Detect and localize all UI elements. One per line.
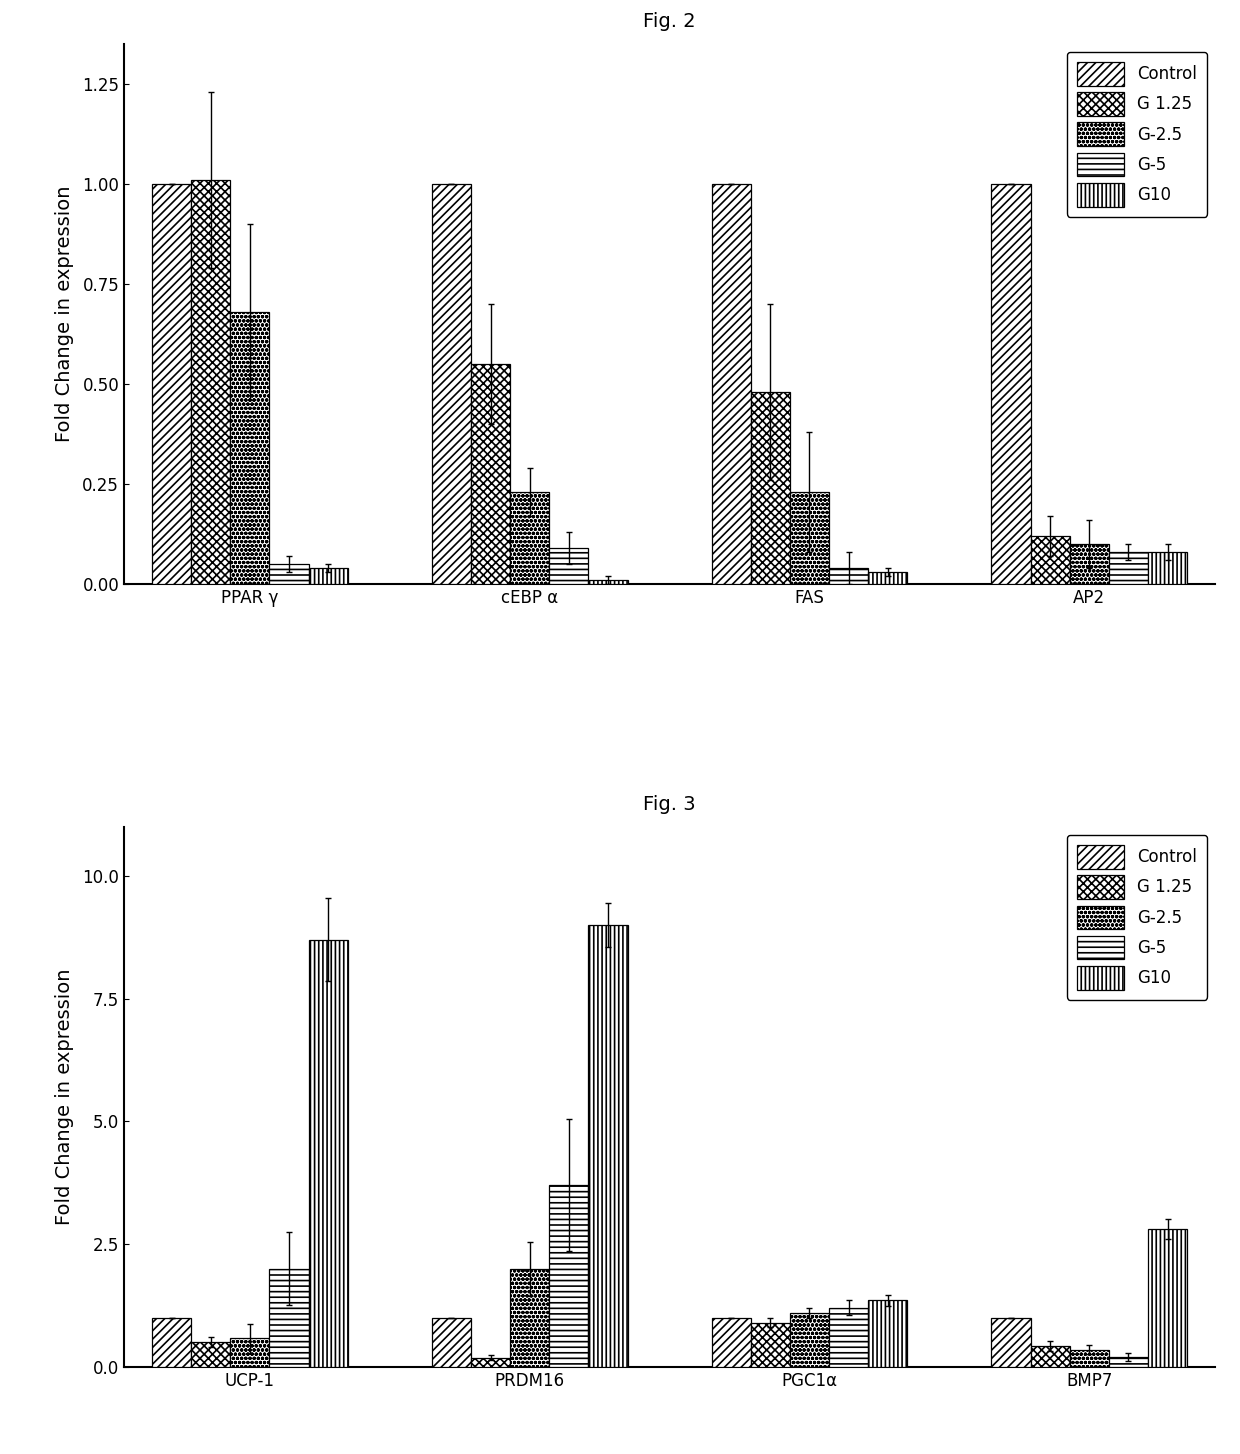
Y-axis label: Fold Change in expression: Fold Change in expression	[55, 968, 74, 1224]
Bar	[1070, 544, 1109, 583]
Bar	[1030, 1346, 1070, 1367]
Bar	[432, 1317, 471, 1367]
Bar	[549, 1185, 589, 1367]
Bar	[432, 183, 471, 583]
Bar	[1030, 535, 1070, 583]
Title: Fig. 2: Fig. 2	[644, 12, 696, 31]
Bar	[309, 939, 348, 1367]
Bar	[750, 391, 790, 583]
Bar	[1109, 551, 1148, 583]
Bar	[750, 1323, 790, 1367]
Bar	[790, 1313, 830, 1367]
Bar	[269, 564, 309, 583]
Bar	[471, 1358, 510, 1367]
Bar	[589, 580, 627, 583]
Y-axis label: Fold Change in expression: Fold Change in expression	[55, 186, 74, 442]
Bar	[510, 491, 549, 583]
Bar	[1109, 1357, 1148, 1367]
Title: Fig. 3: Fig. 3	[644, 795, 696, 814]
Bar	[231, 1338, 269, 1367]
Bar	[231, 311, 269, 583]
Legend: Control, G 1.25, G-2.5, G-5, G10: Control, G 1.25, G-2.5, G-5, G10	[1066, 835, 1207, 999]
Bar	[1148, 551, 1187, 583]
Bar	[712, 1317, 750, 1367]
Bar	[549, 548, 589, 583]
Bar	[830, 1307, 868, 1367]
Bar	[1070, 1349, 1109, 1367]
Bar	[269, 1268, 309, 1367]
Bar	[868, 571, 908, 583]
Legend: Control, G 1.25, G-2.5, G-5, G10: Control, G 1.25, G-2.5, G-5, G10	[1066, 52, 1207, 217]
Bar	[309, 567, 348, 583]
Bar	[790, 491, 830, 583]
Bar	[153, 183, 191, 583]
Bar	[868, 1300, 908, 1367]
Bar	[712, 183, 750, 583]
Bar	[471, 364, 510, 583]
Bar	[1148, 1229, 1187, 1367]
Bar	[589, 925, 627, 1367]
Bar	[510, 1268, 549, 1367]
Bar	[153, 1317, 191, 1367]
Bar	[991, 1317, 1030, 1367]
Bar	[191, 180, 231, 583]
Bar	[830, 567, 868, 583]
Bar	[191, 1342, 231, 1367]
Bar	[991, 183, 1030, 583]
